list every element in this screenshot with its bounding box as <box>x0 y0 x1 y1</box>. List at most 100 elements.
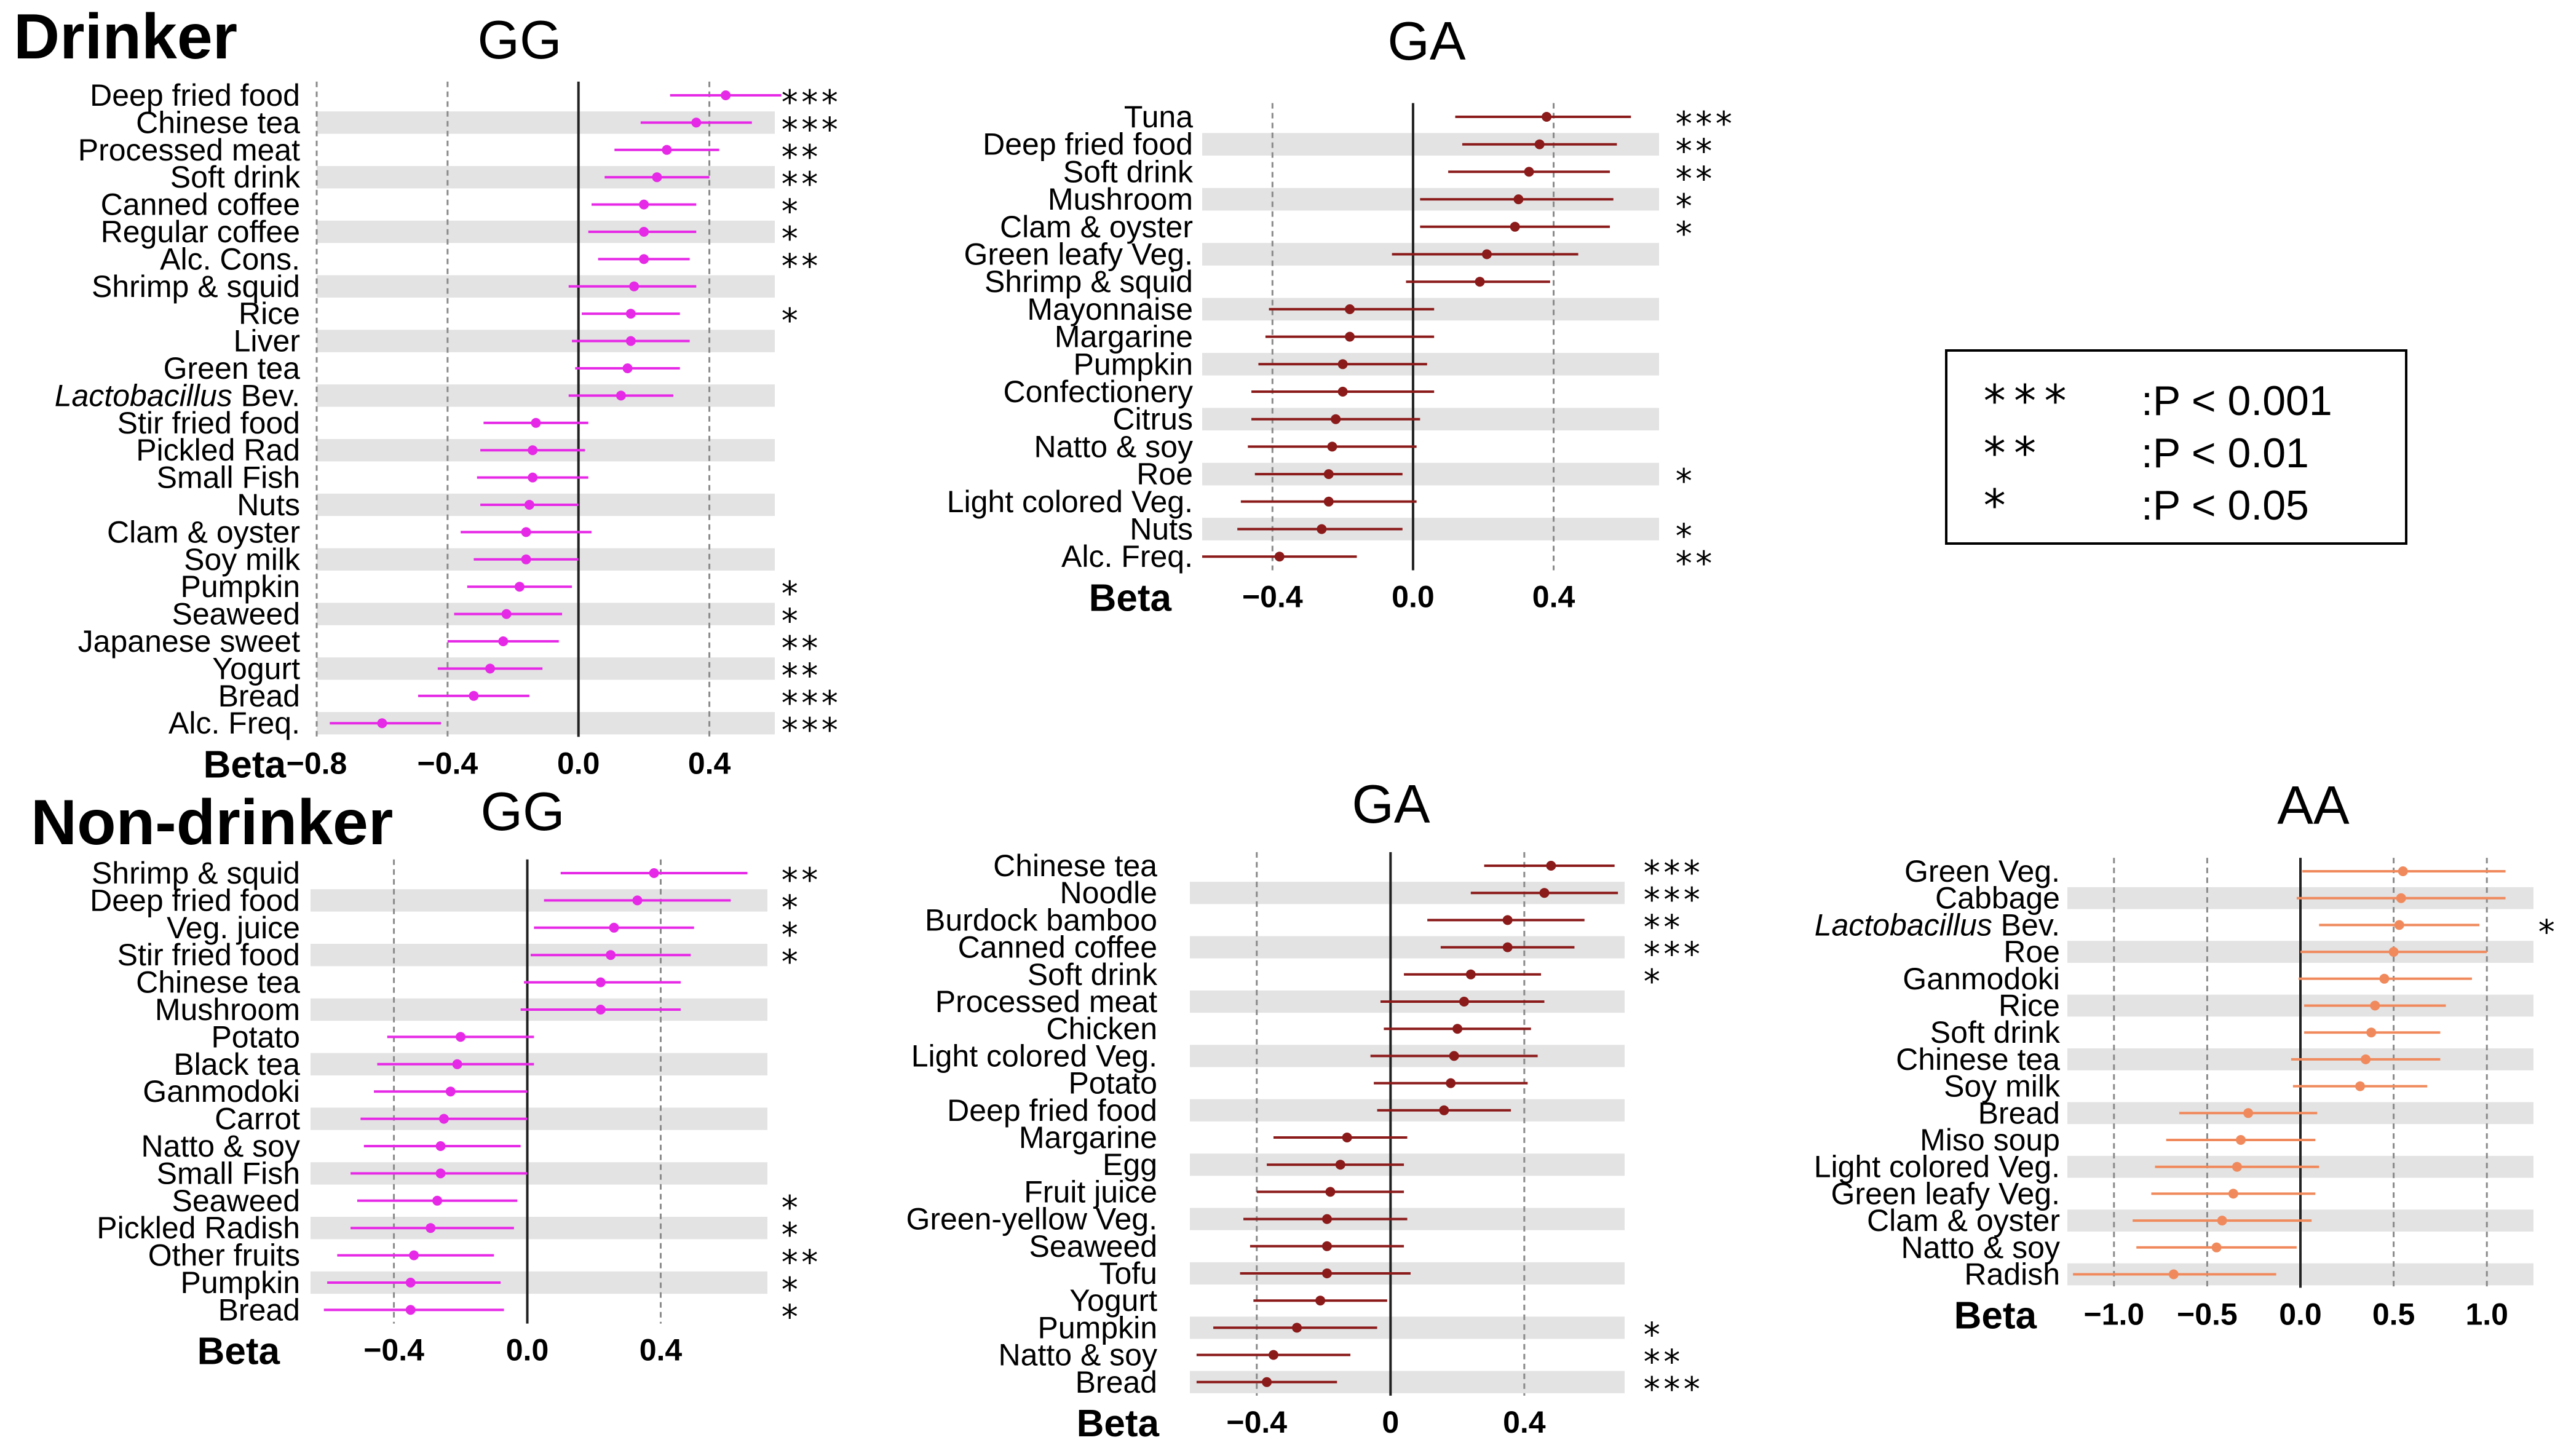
row-label: Veg. juice <box>167 911 300 945</box>
row-label: Noodle <box>1060 876 1157 910</box>
row-label: Soft drink <box>1063 154 1194 189</box>
point-estimate <box>469 690 479 701</box>
tick-label: −0.8 <box>287 746 347 780</box>
point-estimate <box>1321 1214 1332 1224</box>
row-label: Green leafy Veg. <box>1831 1176 2060 1211</box>
row-label: Margarine <box>1055 320 1193 354</box>
row-label: Tuna <box>1124 100 1193 134</box>
point-estimate <box>639 227 649 237</box>
legend-row-p001: *** :P < 0.001 <box>1947 376 2405 425</box>
row-label: Natto & soy <box>1034 429 1193 464</box>
legend-label: :P < 0.05 <box>2141 482 2309 529</box>
significance-stars: ** <box>780 861 820 900</box>
row-band <box>317 384 775 407</box>
row-label: Seaweed <box>172 1184 301 1218</box>
row-label: Shrimp & squid <box>984 264 1193 299</box>
row-label: Canned coffee <box>101 188 300 222</box>
point-estimate <box>1542 112 1552 122</box>
axis-label-beta: Beta <box>1089 577 1172 620</box>
row-label: Yogurt <box>1069 1283 1157 1318</box>
significance-stars: * <box>1642 1315 1662 1354</box>
point-estimate <box>1337 387 1348 397</box>
significance-stars: * <box>780 192 800 231</box>
row-label: Light colored Veg. <box>911 1039 1157 1073</box>
row-label: Miso soup <box>1920 1123 2060 1157</box>
row-label: Light colored Veg. <box>947 485 1193 519</box>
row-label: Green Veg. <box>1904 854 2060 888</box>
point-estimate <box>639 199 649 210</box>
point-estimate <box>435 1168 446 1179</box>
point-estimate <box>456 1032 466 1042</box>
row-label: Stir fried food <box>117 406 300 440</box>
chart-title: GA <box>1352 774 1430 834</box>
point-estimate <box>1539 888 1550 898</box>
significance-stars: *** <box>1674 105 1734 143</box>
point-estimate <box>1510 221 1520 232</box>
row-label: Deep fried food <box>947 1093 1157 1128</box>
point-estimate <box>625 309 636 319</box>
row-label: Seaweed <box>172 597 301 631</box>
significance-stars: *** <box>780 684 840 722</box>
point-estimate <box>639 254 649 264</box>
significance-stars: ** <box>1674 132 1714 171</box>
row-label: Shrimp & squid <box>92 856 300 890</box>
point-estimate <box>1481 249 1492 259</box>
row-label: Yogurt <box>212 651 300 686</box>
point-estimate <box>409 1250 419 1260</box>
significance-stars: ** <box>780 1243 820 1282</box>
row-label: Bread <box>1978 1096 2060 1130</box>
significance-stars: *** <box>1642 1370 1702 1409</box>
axis-label-beta: Beta <box>197 1331 280 1373</box>
chart-title: GG <box>478 9 562 70</box>
row-label: Canned coffee <box>958 930 1157 965</box>
row-label: Green leafy Veg. <box>964 237 1193 272</box>
point-estimate <box>1446 1078 1456 1088</box>
point-estimate <box>2211 1242 2222 1252</box>
axis-label-beta: Beta <box>1077 1403 1160 1445</box>
legend-label: :P < 0.01 <box>2141 430 2309 477</box>
point-estimate <box>452 1059 462 1069</box>
point-estimate <box>595 1005 606 1015</box>
row-label: Alc. Cons. <box>160 242 300 276</box>
point-estimate <box>1439 1105 1449 1115</box>
point-estimate <box>1317 524 1327 534</box>
row-label: Soft drink <box>170 160 301 194</box>
point-estimate <box>721 90 731 100</box>
point-estimate <box>405 1305 416 1315</box>
row-label: Deep fried food <box>90 78 300 113</box>
point-estimate <box>625 336 636 346</box>
row-label: Bread <box>218 1292 300 1327</box>
row-label: Lactobacillus Bev. <box>55 378 300 413</box>
row-label: Carrot <box>215 1102 300 1136</box>
significance-stars: * <box>780 301 800 340</box>
tick-label: 0.0 <box>506 1333 549 1367</box>
row-label: Light colored Veg. <box>1814 1150 2060 1184</box>
point-estimate <box>629 281 640 291</box>
legend-row-p01: ** :P < 0.01 <box>1947 429 2405 478</box>
significance-stars: *** <box>780 711 840 750</box>
point-estimate <box>2398 866 2408 876</box>
tick-label: 1.0 <box>2465 1297 2508 1331</box>
row-label: Processed meat <box>935 984 1157 1019</box>
point-estimate <box>1465 969 1476 979</box>
point-estimate <box>616 390 626 401</box>
row-label: Chicken <box>1046 1011 1157 1046</box>
row-band <box>317 220 775 243</box>
row-label: Bread <box>218 679 300 713</box>
row-label: Ganmodoki <box>1903 962 2060 996</box>
point-estimate <box>1546 861 1556 871</box>
row-label: Natto & soy <box>999 1338 1157 1372</box>
row-label: Chinese tea <box>1896 1042 2060 1077</box>
tick-label: 0.4 <box>1532 580 1575 614</box>
section-title-non-drinker: Non-drinker <box>31 787 394 858</box>
significance-stars: ** <box>780 629 820 668</box>
row-label: Pumpkin <box>1037 1310 1157 1345</box>
point-estimate <box>2243 1108 2254 1118</box>
row-label: Processed meat <box>78 133 300 167</box>
tick-label: 0 <box>1382 1405 1399 1439</box>
point-estimate <box>438 1114 449 1124</box>
point-estimate <box>649 868 659 878</box>
point-estimate <box>1323 469 1334 480</box>
point-estimate <box>606 950 616 960</box>
